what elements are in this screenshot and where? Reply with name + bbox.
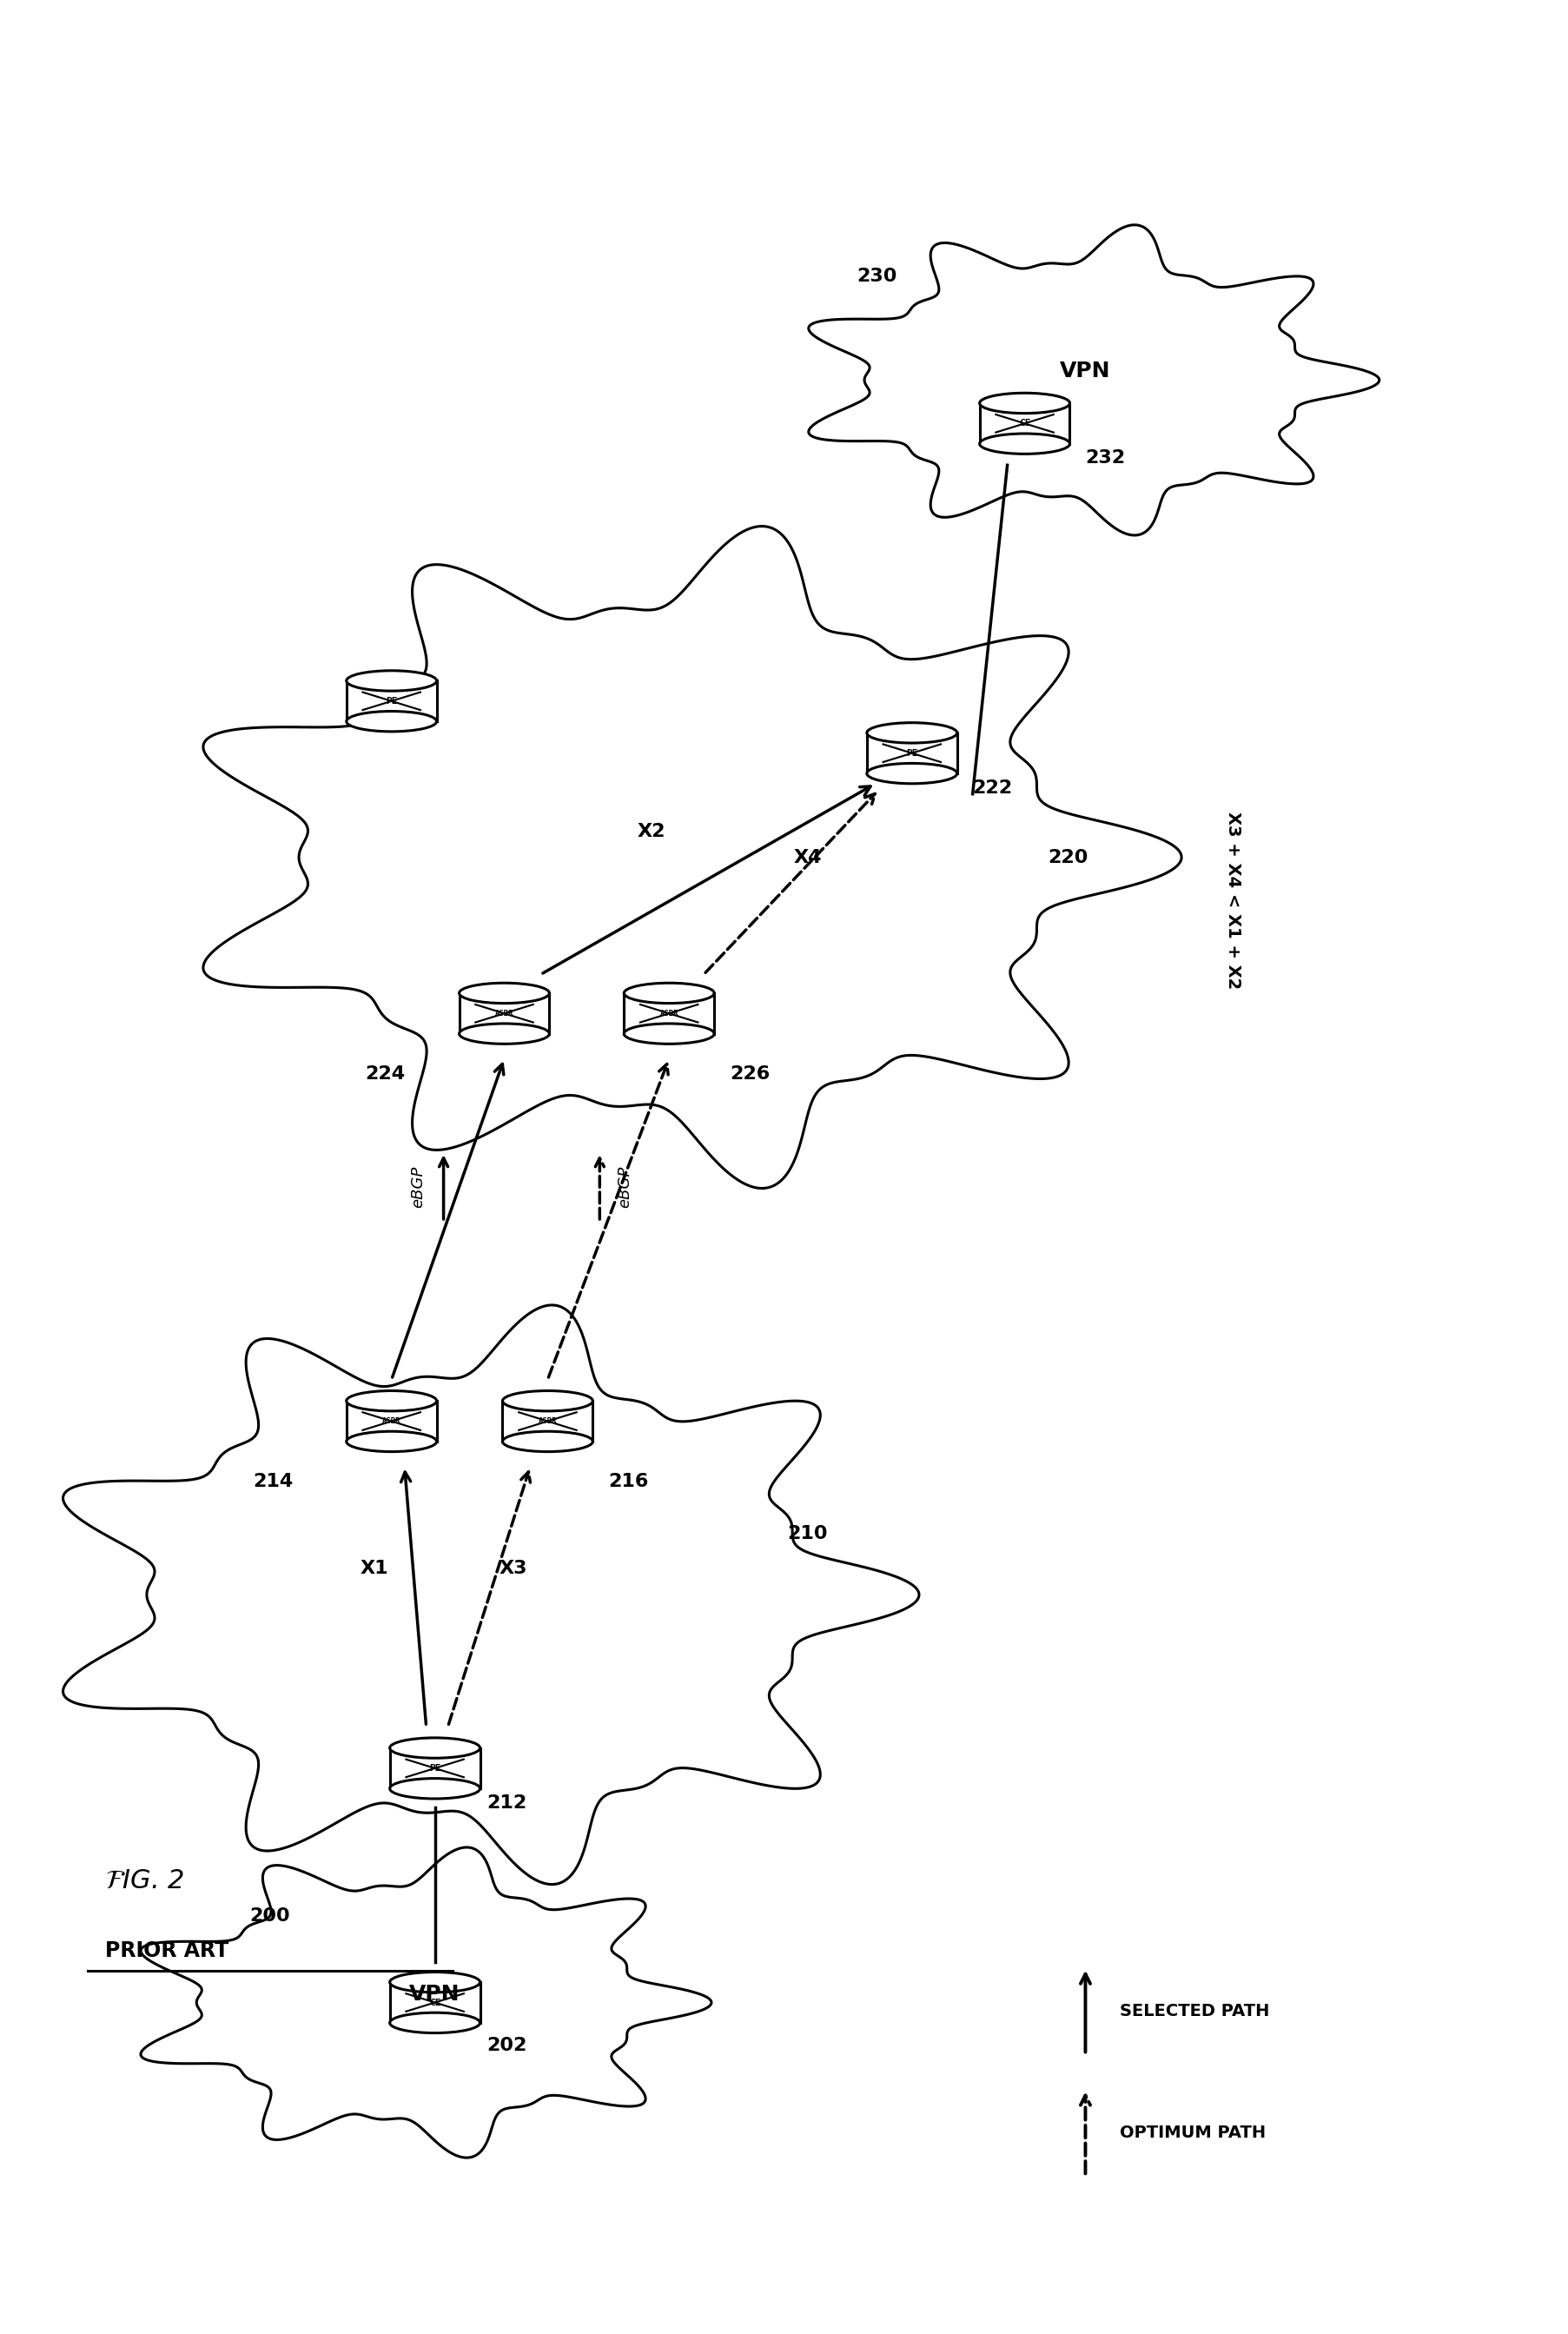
Ellipse shape [978,392,1069,413]
Text: X2: X2 [637,822,665,840]
Text: 214: 214 [252,1473,293,1491]
Ellipse shape [347,1391,436,1412]
Text: 202: 202 [486,2038,527,2054]
Text: VPN: VPN [409,1984,459,2005]
Ellipse shape [389,1739,480,1758]
Bar [389,1748,480,1788]
Text: 200: 200 [249,1907,290,1926]
Text: X3: X3 [499,1559,527,1578]
Bar [389,1982,480,2024]
Text: CE: CE [428,1998,441,2007]
Ellipse shape [624,1025,713,1043]
Bar [347,682,436,721]
Ellipse shape [347,712,436,731]
Text: 226: 226 [729,1067,770,1083]
Polygon shape [63,1305,919,1884]
Ellipse shape [867,724,956,742]
Text: eBGP: eBGP [411,1167,426,1209]
Bar [502,1400,593,1442]
Text: PE: PE [906,749,917,759]
Text: 220: 220 [1047,850,1088,866]
Polygon shape [141,1846,710,2157]
Ellipse shape [502,1391,593,1412]
Polygon shape [204,525,1181,1188]
Text: 222: 222 [972,780,1013,796]
Bar [978,404,1069,443]
Ellipse shape [978,434,1069,453]
Text: 212: 212 [486,1795,527,1811]
Text: eBGP: eBGP [616,1167,632,1209]
Polygon shape [808,224,1378,534]
Bar [459,994,549,1034]
Text: 210: 210 [787,1526,828,1543]
Ellipse shape [389,1779,480,1800]
Ellipse shape [459,1025,549,1043]
Ellipse shape [459,983,549,1004]
Text: ASBR: ASBR [538,1417,557,1426]
Ellipse shape [867,763,956,784]
Text: X1: X1 [359,1559,389,1578]
Ellipse shape [389,2012,480,2033]
Text: $\mathcal{F}$IG. 2: $\mathcal{F}$IG. 2 [105,1870,185,1893]
Text: 232: 232 [1085,450,1124,467]
Text: 216: 216 [608,1473,648,1491]
Text: ASBR: ASBR [494,1011,513,1018]
Text: VPN: VPN [1060,362,1110,383]
Text: 230: 230 [856,268,897,285]
Bar [347,1400,436,1442]
Ellipse shape [347,670,436,691]
Text: PRIOR ART: PRIOR ART [105,1940,229,1961]
Text: X3 + X4 < X1 + X2: X3 + X4 < X1 + X2 [1225,812,1240,990]
Text: CE: CE [1018,420,1030,427]
Text: PE: PE [386,698,397,705]
Text: ASBR: ASBR [383,1417,401,1426]
Text: X4: X4 [793,850,822,866]
Ellipse shape [502,1431,593,1452]
Text: PE: PE [428,1765,441,1772]
Bar [624,994,713,1034]
Text: SELECTED PATH: SELECTED PATH [1120,2003,1269,2019]
Text: OPTIMUM PATH: OPTIMUM PATH [1120,2124,1265,2140]
Text: 224: 224 [365,1067,406,1083]
Ellipse shape [389,1972,480,1993]
Bar [867,733,956,773]
Text: ASBR: ASBR [660,1011,677,1018]
Ellipse shape [347,1431,436,1452]
Ellipse shape [624,983,713,1004]
